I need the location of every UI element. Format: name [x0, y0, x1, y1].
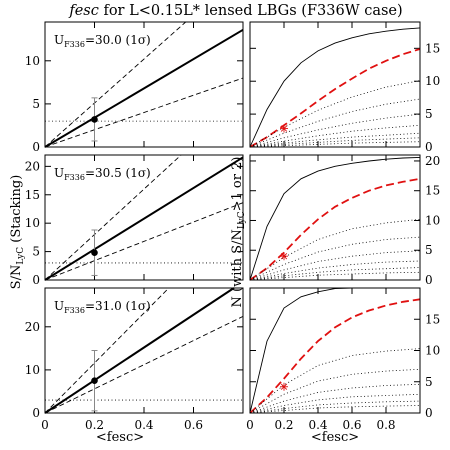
y-tick-label: 15: [425, 184, 440, 198]
solid-line: [249, 27, 421, 148]
y-tick-label: 20: [425, 154, 440, 168]
x-tick-label: 0: [41, 418, 49, 432]
dotted-line: [249, 383, 421, 414]
x-tick-label: 0.6: [342, 418, 361, 432]
panel-annotation: UF336=30.0 (1σ): [54, 33, 151, 49]
y-tick-label: 10: [425, 74, 440, 88]
y-tick-label: 20: [25, 159, 40, 173]
panel-frame: [249, 287, 421, 414]
dotted-line: [249, 124, 421, 148]
red-star-marker: [280, 252, 288, 261]
y-tick-label: 5: [425, 243, 433, 257]
y-tick-label: 15: [425, 312, 440, 326]
y-tick-label: 15: [25, 188, 40, 202]
left-x-axis-label: <fesc>: [96, 430, 144, 445]
x-tick-label: 0.8: [376, 418, 395, 432]
panel-right-middle: 0 5 10 15 20: [249, 154, 440, 287]
dotted-line: [249, 132, 421, 148]
x-tick-label: 0.6: [184, 418, 203, 432]
figure-title: fesc for L<0.15L* lensed LBGs (F336W cas…: [68, 3, 402, 19]
dotted-line: [249, 98, 421, 148]
data-point: [91, 249, 98, 257]
right-y-axis-label: N (with S/NLyC>1 or 2): [230, 157, 247, 308]
dotted-line: [249, 260, 421, 281]
dashed-line: [44, 287, 170, 414]
y-tick-label: 5: [32, 97, 40, 111]
panels: 0 5 10 UF336=30.0 (1σ) 0 5 10 15 20 UF336=30.5 (1…: [25, 21, 440, 432]
y-tick-label: 10: [25, 54, 40, 68]
x-tick-label: 0.2: [85, 418, 104, 432]
dotted-line: [249, 400, 421, 414]
star-stroke: [280, 253, 288, 260]
x-tick-label: 0.4: [308, 418, 327, 432]
y-tick-label: 10: [25, 363, 40, 377]
y-tick-label: 10: [425, 213, 440, 227]
y-tick-label: 5: [425, 107, 433, 121]
panel-left-bottom: 0 10 20 0 0.2 0.4 0.6 UF336=31.0 (1σ): [25, 287, 244, 432]
dashed-line: [44, 77, 244, 148]
dashed-line: [44, 21, 186, 148]
x-tick-label: 0.2: [274, 418, 293, 432]
y-tick-label: 0: [32, 406, 40, 420]
red-dashed-line: [249, 177, 421, 281]
dashed-line: [44, 315, 244, 414]
dotted-line: [249, 218, 421, 281]
y-tick-label: 5: [32, 245, 40, 259]
y-tick-label: 0: [425, 406, 433, 420]
y-tick-label: 10: [25, 216, 40, 230]
y-tick-label: 15: [425, 41, 440, 55]
panel-right-bottom: 0 5 10 15 0 0.2 0.4 0.6 0.8: [246, 287, 440, 432]
red-dashed-line: [249, 298, 421, 414]
panel-frame: [249, 21, 421, 148]
dotted-line: [249, 250, 421, 281]
dotted-line: [249, 141, 421, 148]
dotted-line: [249, 405, 421, 414]
right-x-axis-label: <fesc>: [311, 430, 359, 445]
star-stroke: [280, 125, 288, 132]
dotted-line: [249, 267, 421, 281]
dashed-line: [44, 202, 244, 281]
x-tick-label: 0.4: [134, 418, 153, 432]
panel-annotation: UF336=30.5 (1σ): [54, 166, 151, 182]
y-tick-label: 5: [425, 375, 433, 389]
left-y-axis-label: S/NLyC (Stacking): [9, 175, 26, 290]
dotted-line: [249, 348, 421, 414]
y-tick-label: 0: [425, 273, 433, 287]
x-tick-label: 0: [246, 418, 254, 432]
panel-right-top: 0 5 10 15: [249, 21, 440, 154]
star-stroke: [280, 383, 288, 390]
dotted-line: [249, 368, 421, 414]
data-point: [91, 116, 98, 123]
y-tick-label: 0: [32, 140, 40, 154]
y-tick-label: 10: [425, 344, 440, 358]
dotted-line: [249, 393, 421, 414]
red-dashed-line: [249, 48, 421, 148]
y-tick-label: 0: [32, 273, 40, 287]
solid-line: [44, 156, 244, 281]
dotted-line: [249, 236, 421, 281]
panel-left-middle: 0 5 10 15 20 UF336=30.5 (1σ): [25, 154, 244, 287]
y-tick-label: 20: [25, 320, 40, 334]
solid-line: [249, 156, 421, 281]
red-star-marker: [280, 124, 288, 133]
panel-frame: [249, 154, 421, 281]
dotted-line: [249, 271, 421, 281]
red-star-marker: [280, 382, 288, 391]
solid-line: [44, 287, 235, 414]
panel-left-top: 0 5 10 UF336=30.0 (1σ): [25, 21, 244, 154]
solid-line: [44, 28, 244, 148]
dotted-line: [249, 137, 421, 148]
panel-annotation: UF336=31.0 (1σ): [54, 299, 151, 315]
panel-frame: [44, 21, 244, 148]
dashed-line: [44, 154, 182, 281]
y-tick-label: 0: [425, 140, 433, 154]
data-point: [91, 377, 98, 384]
panel-frame: [44, 287, 244, 414]
dotted-line: [249, 80, 421, 148]
panel-frame: [44, 154, 244, 281]
